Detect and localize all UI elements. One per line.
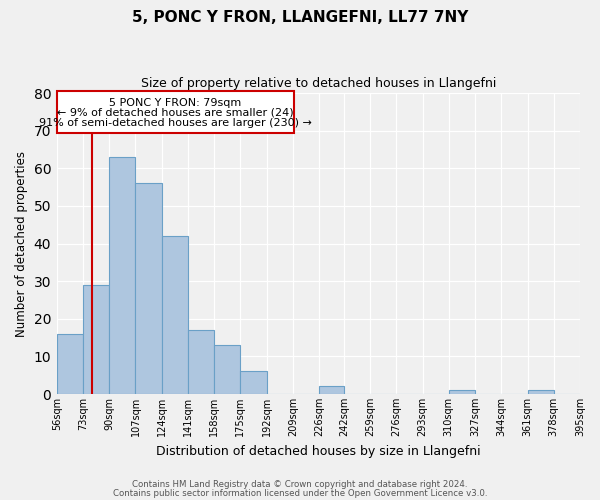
Text: 91% of semi-detached houses are larger (230) →: 91% of semi-detached houses are larger (…: [39, 118, 312, 128]
Title: Size of property relative to detached houses in Llangefni: Size of property relative to detached ho…: [140, 78, 496, 90]
Bar: [83, 285, 109, 394]
Bar: [57, 91, 295, 132]
Bar: [57, 334, 83, 394]
Text: 5 PONC Y FRON: 79sqm: 5 PONC Y FRON: 79sqm: [109, 98, 242, 108]
Text: Contains public sector information licensed under the Open Government Licence v3: Contains public sector information licen…: [113, 489, 487, 498]
Bar: [241, 372, 266, 394]
Text: Contains HM Land Registry data © Crown copyright and database right 2024.: Contains HM Land Registry data © Crown c…: [132, 480, 468, 489]
Bar: [319, 386, 344, 394]
Bar: [109, 157, 136, 394]
Text: ← 9% of detached houses are smaller (24): ← 9% of detached houses are smaller (24): [57, 108, 294, 118]
Bar: [449, 390, 475, 394]
Y-axis label: Number of detached properties: Number of detached properties: [15, 150, 28, 336]
Text: 5, PONC Y FRON, LLANGEFNI, LL77 7NY: 5, PONC Y FRON, LLANGEFNI, LL77 7NY: [132, 10, 468, 25]
Bar: [214, 345, 241, 394]
Bar: [161, 236, 188, 394]
Bar: [527, 390, 554, 394]
X-axis label: Distribution of detached houses by size in Llangefni: Distribution of detached houses by size …: [156, 444, 481, 458]
Bar: [188, 330, 214, 394]
Bar: [136, 184, 161, 394]
